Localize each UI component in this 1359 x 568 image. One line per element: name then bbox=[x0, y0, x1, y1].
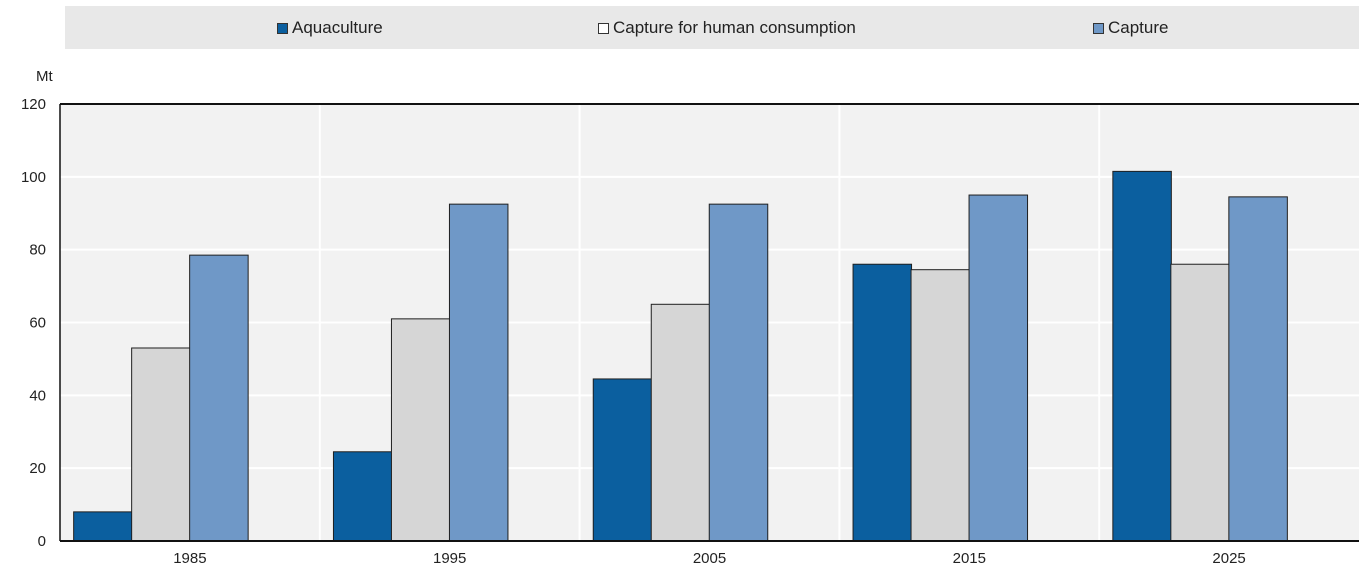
bar-aquaculture-2005 bbox=[592, 378, 653, 542]
legend-label-capture: Capture bbox=[1108, 18, 1169, 37]
x-tick-label-2005: 2005 bbox=[693, 550, 726, 567]
x-tick-label-1995: 1995 bbox=[433, 550, 466, 567]
bar-capture-for-human-consumption-2005 bbox=[650, 303, 711, 542]
y-tick-label-80: 80 bbox=[29, 242, 46, 259]
bar-capture-1985 bbox=[189, 254, 249, 542]
legend-swatch-aquaculture bbox=[277, 22, 288, 34]
y-tick-label-100: 100 bbox=[21, 169, 46, 186]
y-axis-unit-label: Mt bbox=[36, 68, 53, 85]
bar-capture-for-human-consumption-1985 bbox=[131, 347, 191, 542]
x-tick-label-1985: 1985 bbox=[173, 550, 206, 567]
bar-capture-2015 bbox=[968, 194, 1029, 542]
bar-capture-2005 bbox=[708, 203, 769, 542]
legend-item-capture-human: Capture for human consumption bbox=[598, 18, 856, 38]
bar-aquaculture-1985 bbox=[73, 511, 133, 542]
bar-capture-2025 bbox=[1228, 196, 1288, 542]
y-tick-label-20: 20 bbox=[29, 460, 46, 477]
bar-capture-1995 bbox=[448, 203, 509, 542]
y-tick-label-120: 120 bbox=[21, 96, 46, 113]
legend-item-aquaculture: Aquaculture bbox=[277, 18, 383, 38]
y-tick-label-60: 60 bbox=[29, 315, 46, 332]
legend-swatch-capture bbox=[1093, 22, 1104, 34]
y-tick-label-0: 0 bbox=[38, 533, 46, 550]
bar-capture-for-human-consumption-1995 bbox=[390, 318, 451, 542]
bar-aquaculture-2025 bbox=[1112, 170, 1172, 542]
bar-aquaculture-2015 bbox=[852, 263, 913, 542]
legend-item-capture: Capture bbox=[1093, 18, 1168, 38]
legend: Aquaculture Capture for human consumptio… bbox=[65, 6, 1359, 49]
legend-swatch-capture-human bbox=[598, 22, 609, 34]
y-tick-label-40: 40 bbox=[29, 387, 46, 404]
bar-capture-for-human-consumption-2015 bbox=[910, 269, 971, 542]
legend-label-capture-human: Capture for human consumption bbox=[613, 18, 856, 37]
bar-capture-for-human-consumption-2025 bbox=[1170, 263, 1230, 542]
x-tick-label-2015: 2015 bbox=[953, 550, 986, 567]
legend-label-aquaculture: Aquaculture bbox=[292, 18, 383, 37]
bar-aquaculture-1995 bbox=[332, 451, 393, 542]
x-tick-label-2025: 2025 bbox=[1212, 550, 1245, 567]
